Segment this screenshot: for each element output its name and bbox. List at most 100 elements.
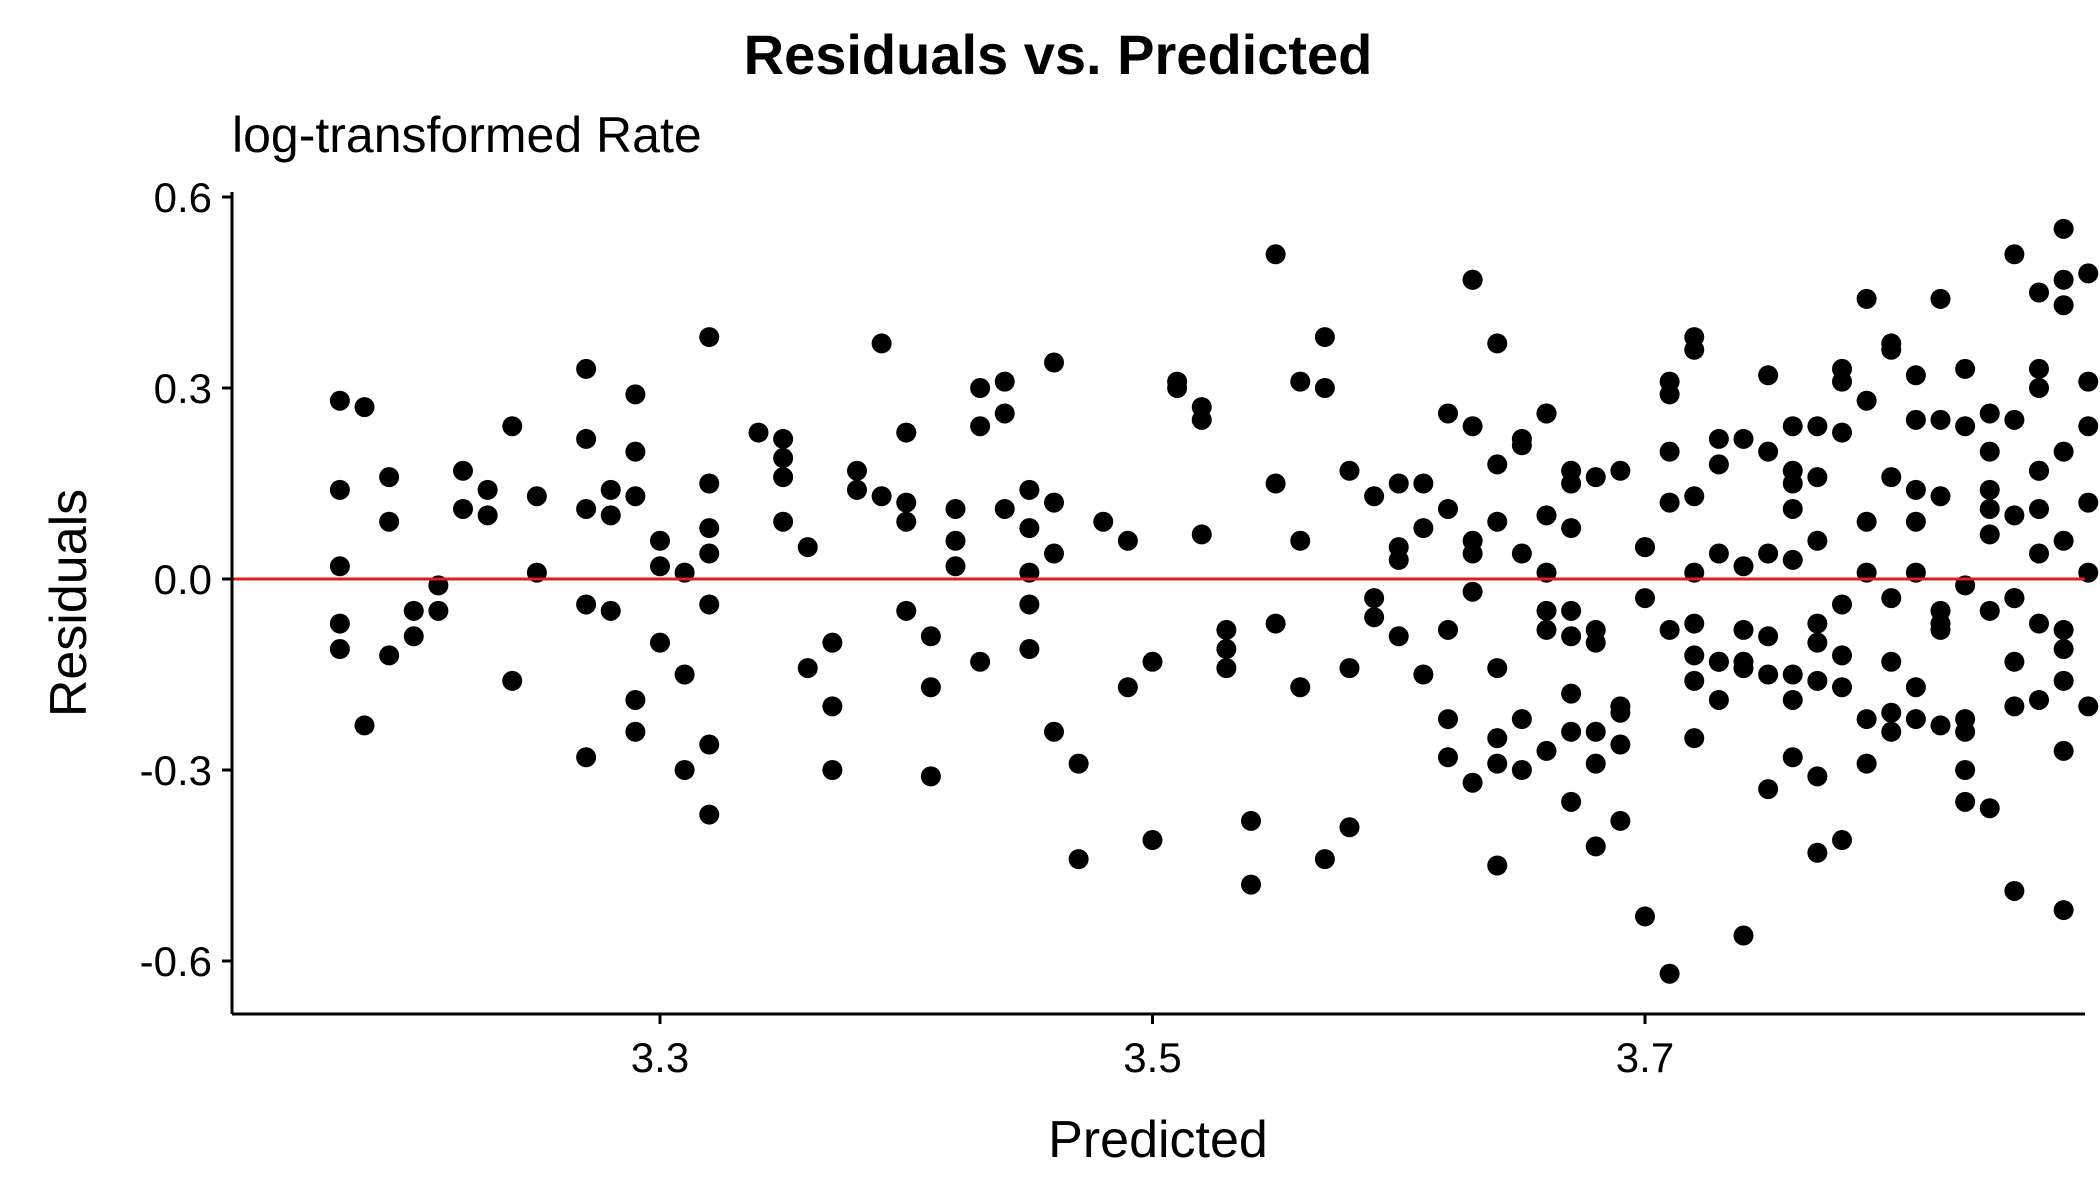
data-point (1856, 390, 1877, 411)
data-point (1487, 511, 1508, 532)
data-point (1610, 810, 1631, 831)
data-point (896, 600, 917, 621)
data-point (1782, 498, 1803, 519)
data-point (1487, 753, 1508, 774)
data-point (1290, 677, 1311, 698)
data-point (2004, 880, 2025, 901)
data-point (1807, 766, 1828, 787)
data-point (1019, 479, 1040, 500)
data-point (1832, 645, 1852, 666)
data-point (1511, 760, 1532, 780)
data-point (1019, 594, 1040, 615)
data-point (1290, 530, 1311, 551)
data-point (2029, 543, 2049, 564)
data-point (1536, 600, 1557, 621)
data-point (1758, 365, 1779, 386)
y-tick-label: -0.3 (140, 747, 212, 794)
data-point (1733, 658, 1754, 679)
data-point (1585, 721, 1606, 742)
data-point (1635, 588, 1655, 609)
data-point (2078, 371, 2099, 392)
data-point (1487, 728, 1508, 749)
data-point (994, 403, 1015, 424)
data-point (1561, 600, 1582, 621)
data-point (1881, 651, 1902, 672)
data-point (1339, 460, 1360, 481)
data-point (1930, 715, 1951, 736)
data-point (2053, 670, 2074, 691)
data-point (847, 460, 867, 481)
data-point (1364, 588, 1385, 609)
data-point (1585, 753, 1606, 774)
data-point (1265, 244, 1286, 265)
data-point (1684, 670, 1705, 691)
data-point (1979, 498, 2000, 519)
data-point (1832, 594, 1852, 615)
data-point (2053, 900, 2074, 921)
data-point (1585, 467, 1606, 488)
data-point (1930, 486, 1951, 507)
data-point (1462, 772, 1483, 793)
data-point (1930, 600, 1951, 621)
data-point (1019, 639, 1040, 660)
data-point (699, 543, 720, 564)
data-point (1044, 352, 1064, 373)
data-point (1610, 734, 1631, 755)
data-point (2004, 651, 2025, 672)
data-point (1807, 670, 1828, 691)
data-point (1979, 479, 2000, 500)
data-point (2078, 492, 2099, 513)
data-point (1979, 441, 2000, 462)
data-points (329, 218, 2099, 984)
data-point (625, 486, 646, 507)
data-point (576, 428, 597, 449)
data-point (1955, 721, 1976, 742)
data-point (1684, 728, 1705, 749)
data-point (1339, 817, 1360, 838)
data-point (1364, 486, 1385, 507)
data-point (1905, 479, 1926, 500)
data-point (1807, 613, 1828, 634)
data-point (1659, 384, 1680, 405)
data-point (1733, 925, 1754, 946)
data-point (354, 397, 375, 418)
data-point (945, 498, 966, 519)
data-point (1758, 626, 1779, 647)
x-tick-label: 3.5 (1123, 1034, 1181, 1081)
data-point (1635, 906, 1655, 927)
data-point (1438, 403, 1458, 424)
data-point (1979, 524, 2000, 545)
data-point (1610, 702, 1631, 723)
data-point (379, 511, 400, 532)
y-tick-label: -0.6 (140, 938, 212, 985)
data-point (699, 734, 720, 755)
data-point (1536, 505, 1557, 526)
data-point (1955, 791, 1976, 812)
data-point (1733, 556, 1754, 577)
data-point (1979, 600, 2000, 621)
data-point (1782, 689, 1803, 710)
data-point (2004, 588, 2025, 609)
data-point (1659, 441, 1680, 462)
data-point (1068, 849, 1089, 870)
data-point (1905, 677, 1926, 698)
data-point (994, 371, 1015, 392)
data-point (1659, 619, 1680, 640)
data-point (329, 639, 350, 660)
data-point (1930, 619, 1951, 640)
data-point (1832, 830, 1852, 851)
data-point (1314, 378, 1335, 398)
data-point (1487, 454, 1508, 475)
data-point (1314, 327, 1335, 348)
chart-subtitle: log-transformed Rate (232, 107, 702, 163)
data-point (1117, 677, 1138, 698)
data-point (2053, 295, 2074, 316)
data-point (453, 460, 473, 481)
data-point (329, 556, 350, 577)
data-point (2053, 639, 2074, 660)
data-point (1585, 632, 1606, 653)
data-point (1856, 288, 1877, 309)
data-point (1881, 702, 1902, 723)
data-point (2029, 282, 2049, 303)
data-point (1684, 486, 1705, 507)
